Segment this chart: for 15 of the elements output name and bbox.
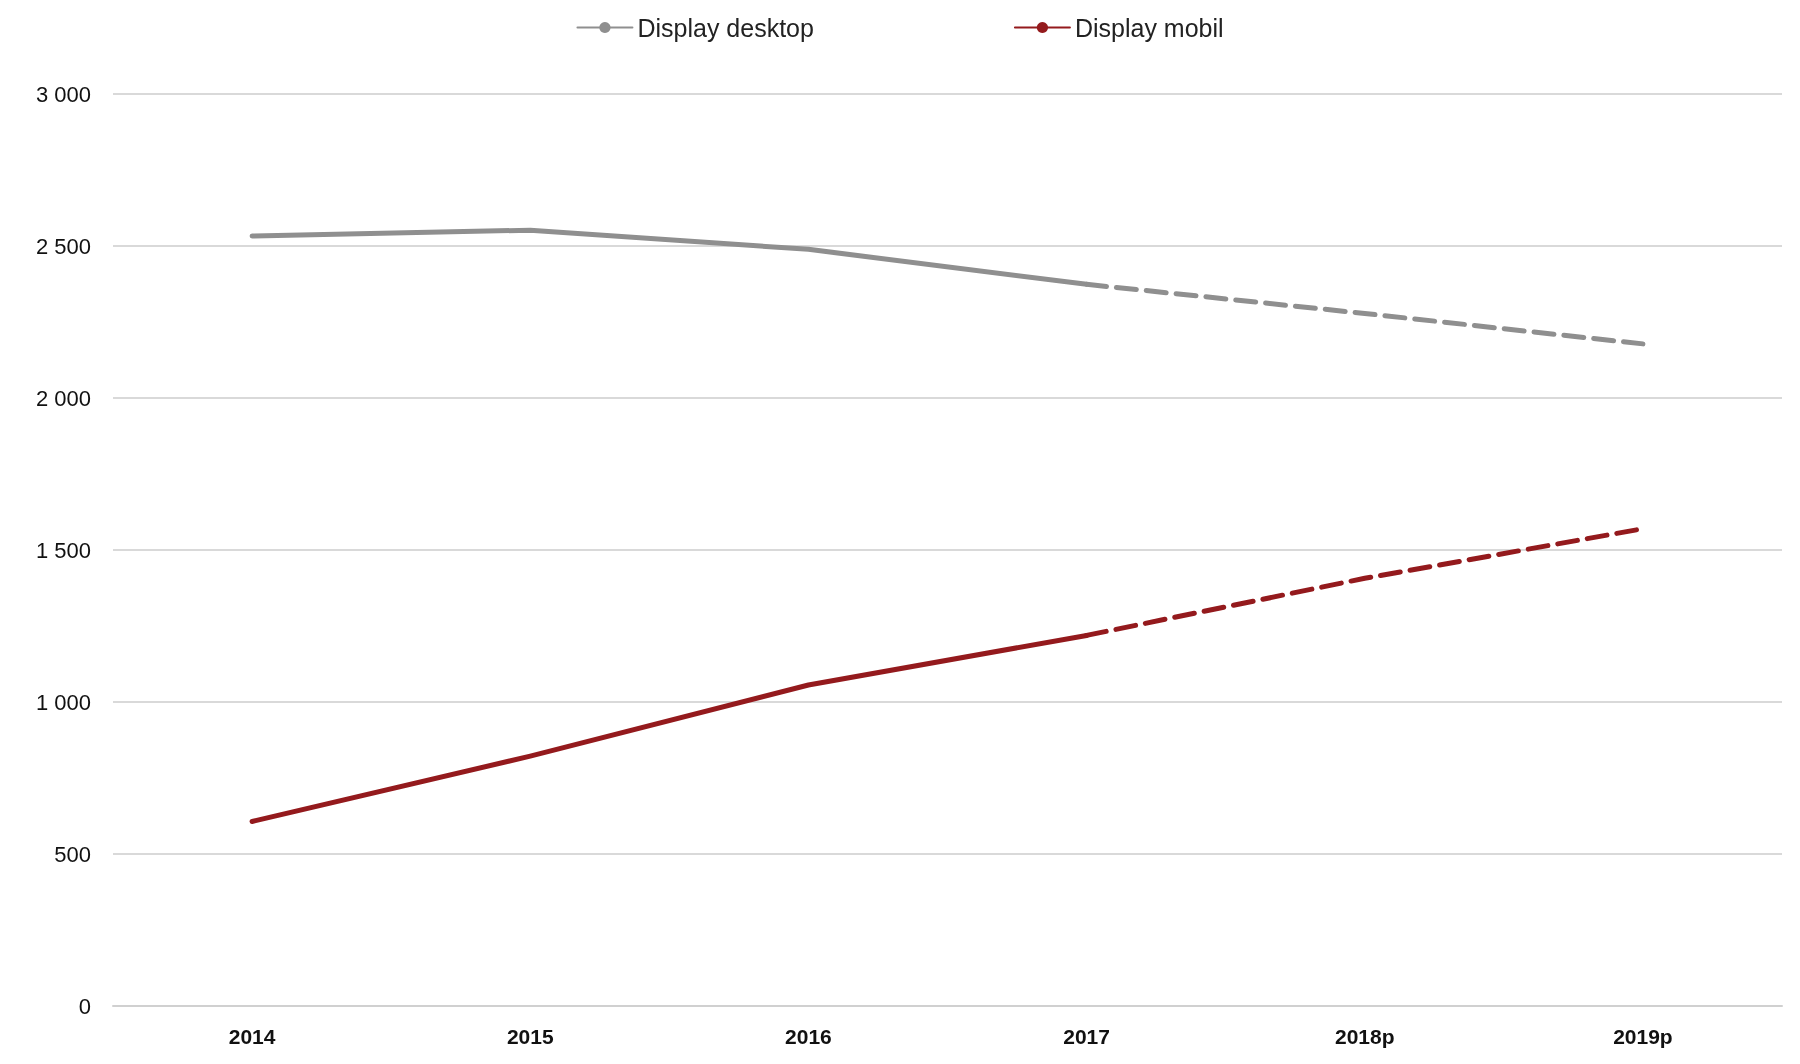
x-tick-label: 2017 [1063,1025,1110,1048]
legend-label: Display desktop [637,13,814,42]
y-tick-label: 1 000 [35,689,91,715]
x-tick-label: 2019p [1613,1025,1673,1048]
x-tick-label: 2015 [506,1025,554,1048]
legend-label: Display mobil [1074,13,1224,42]
y-tick-label: 2 000 [35,385,91,411]
y-tick-label: 2 500 [35,233,91,259]
y-tick-label: 3 000 [35,81,91,107]
x-tick-label: 2016 [785,1025,832,1048]
y-tick-label: 0 [78,993,91,1019]
y-tick-label: 1 500 [35,537,91,563]
x-tick-label: 2014 [228,1025,276,1048]
y-tick-label: 500 [54,841,91,867]
x-tick-label: 2018p [1334,1025,1395,1048]
